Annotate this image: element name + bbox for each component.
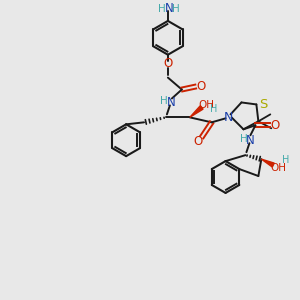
Text: OH: OH <box>199 100 215 110</box>
Text: H: H <box>240 134 247 144</box>
Text: OH: OH <box>270 163 286 173</box>
Text: O: O <box>196 80 205 93</box>
Text: N: N <box>164 2 173 16</box>
Text: H: H <box>172 4 180 14</box>
Text: O: O <box>163 57 172 70</box>
Text: H: H <box>158 4 166 14</box>
Text: O: O <box>271 119 280 132</box>
Text: N: N <box>224 111 233 124</box>
Text: S: S <box>259 98 268 111</box>
Text: H: H <box>281 155 289 165</box>
Polygon shape <box>261 159 274 167</box>
Text: N: N <box>246 134 255 147</box>
Text: H: H <box>210 104 217 114</box>
Polygon shape <box>190 106 203 117</box>
Text: O: O <box>193 135 202 148</box>
Text: N: N <box>167 96 175 109</box>
Text: H: H <box>160 97 168 106</box>
